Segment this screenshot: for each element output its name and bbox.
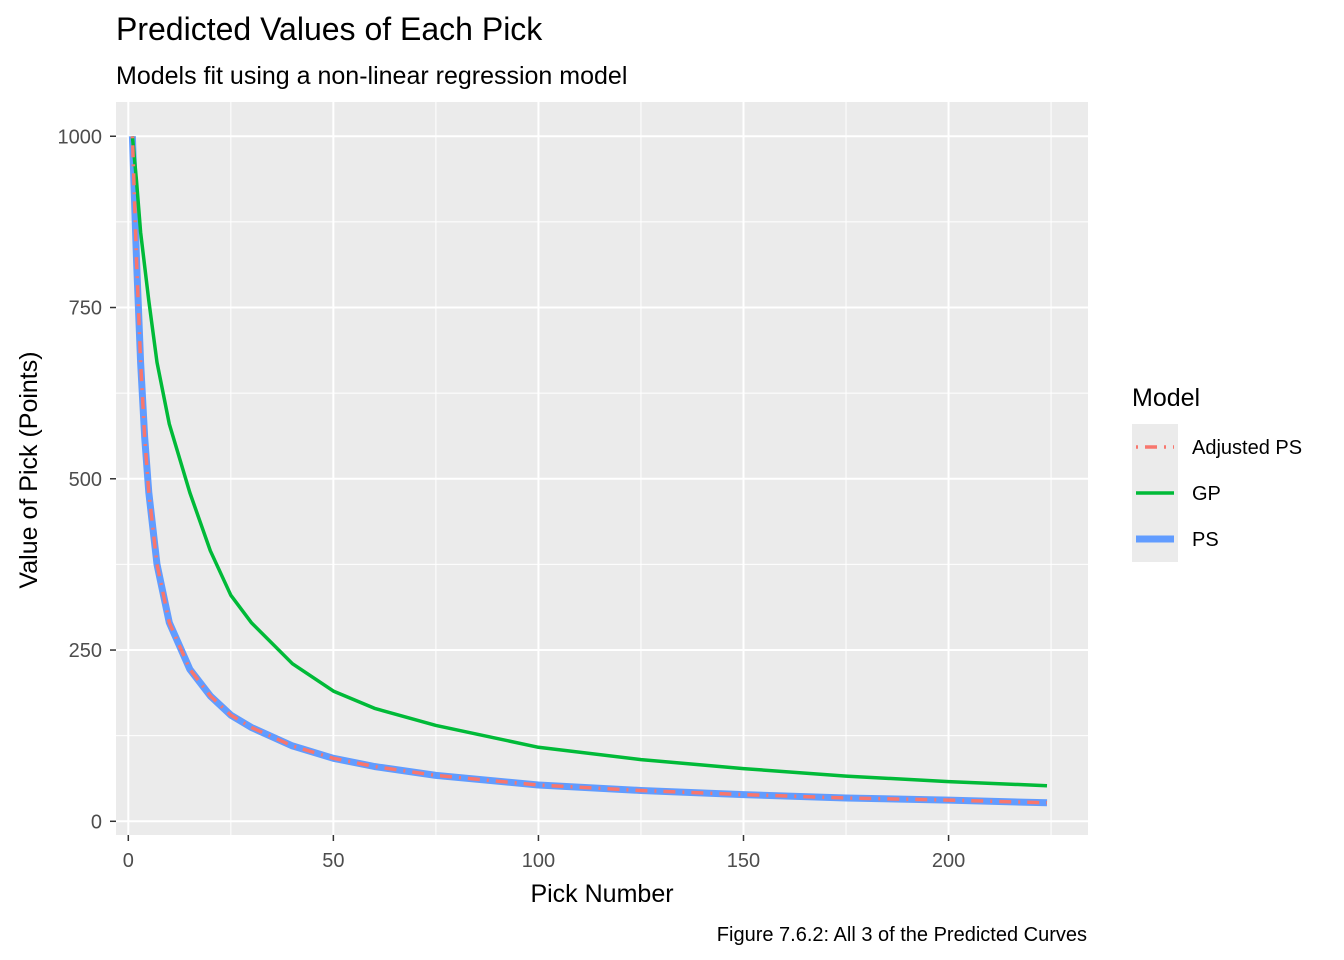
legend-label: GP [1192,483,1221,505]
legend: Model Adjusted PS GP PS [1132,384,1302,562]
series-line-gp [130,136,1048,788]
x-tick-label: 0 [123,850,134,872]
x-tick-label: 50 [322,850,344,872]
y-tick-label: 750 [69,298,102,320]
series-line-adjusted-ps [130,136,1048,805]
y-tick-label: 250 [69,640,102,662]
legend-title: Model [1132,384,1200,412]
y-tick-label: 0 [91,811,102,833]
y-axis-title: Value of Pick (Points) [15,351,43,588]
y-tick-label: 1000 [58,126,103,148]
x-tick-label: 200 [932,850,965,872]
series-lines [128,136,1048,807]
plot-panel [116,102,1088,835]
legend-items: Adjusted PS GP PS [1132,424,1302,562]
legend-label: PS [1192,529,1219,551]
x-tick-label: 100 [522,850,555,872]
figure-caption: Figure 7.6.2: All 3 of the Predicted Cur… [717,924,1087,946]
axis-ticks: 0 50 100 150 200 0 250 500 750 1000 [58,126,966,872]
chart-subtitle: Models fit using a non-linear regression… [116,62,627,90]
y-tick-label: 500 [69,469,102,491]
x-tick-label: 150 [727,850,760,872]
x-axis-title: Pick Number [530,880,673,908]
chart-title: Predicted Values of Each Pick [116,11,543,47]
legend-label: Adjusted PS [1192,437,1302,459]
